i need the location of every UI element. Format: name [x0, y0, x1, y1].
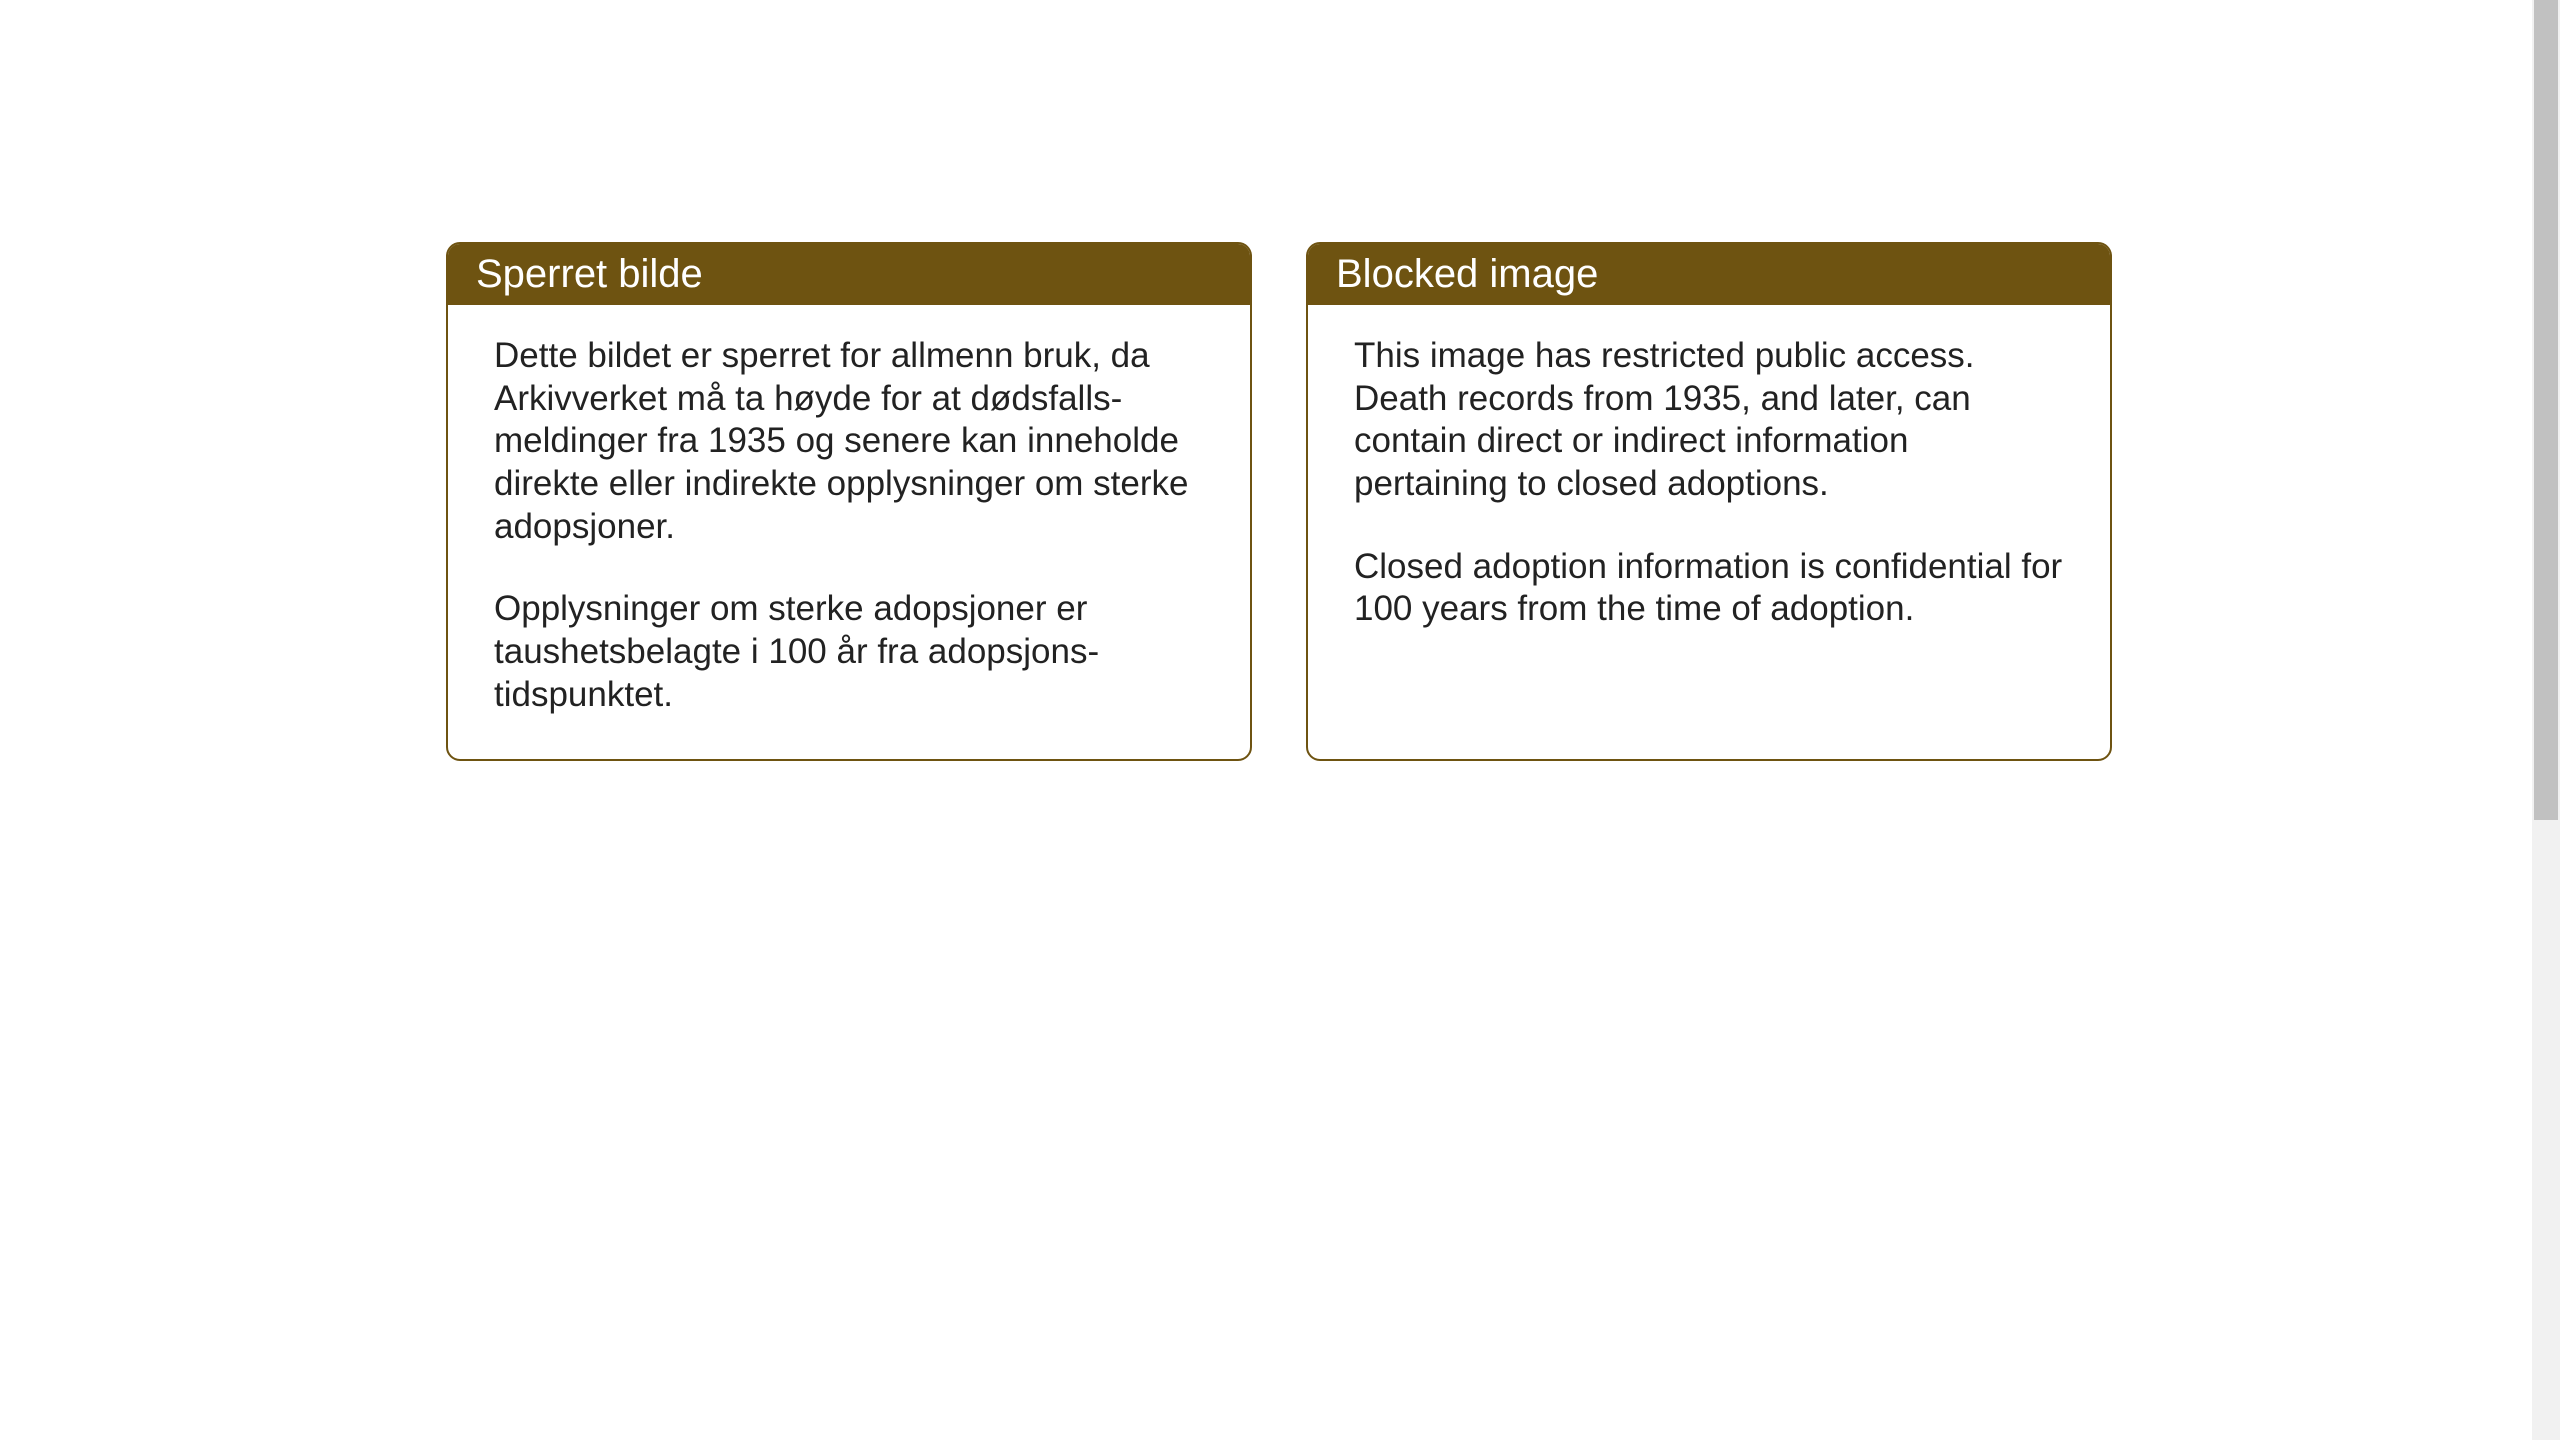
notice-para1-norwegian: Dette bildet er sperret for allmenn bruk… [494, 335, 1204, 548]
notice-header-norwegian: Sperret bilde [448, 244, 1250, 305]
notice-para1-english: This image has restricted public access.… [1354, 335, 2064, 506]
scrollbar-thumb[interactable] [2534, 0, 2558, 820]
notice-header-english: Blocked image [1308, 244, 2110, 305]
notice-para2-norwegian: Opplysninger om sterke adopsjoner er tau… [494, 588, 1204, 716]
notice-para2-english: Closed adoption information is confident… [1354, 546, 2064, 631]
notice-container: Sperret bilde Dette bildet er sperret fo… [446, 242, 2112, 761]
notice-box-norwegian: Sperret bilde Dette bildet er sperret fo… [446, 242, 1252, 761]
notice-body-english: This image has restricted public access.… [1308, 305, 2110, 673]
scrollbar-track[interactable] [2532, 0, 2560, 1440]
notice-box-english: Blocked image This image has restricted … [1306, 242, 2112, 761]
notice-body-norwegian: Dette bildet er sperret for allmenn bruk… [448, 305, 1250, 759]
